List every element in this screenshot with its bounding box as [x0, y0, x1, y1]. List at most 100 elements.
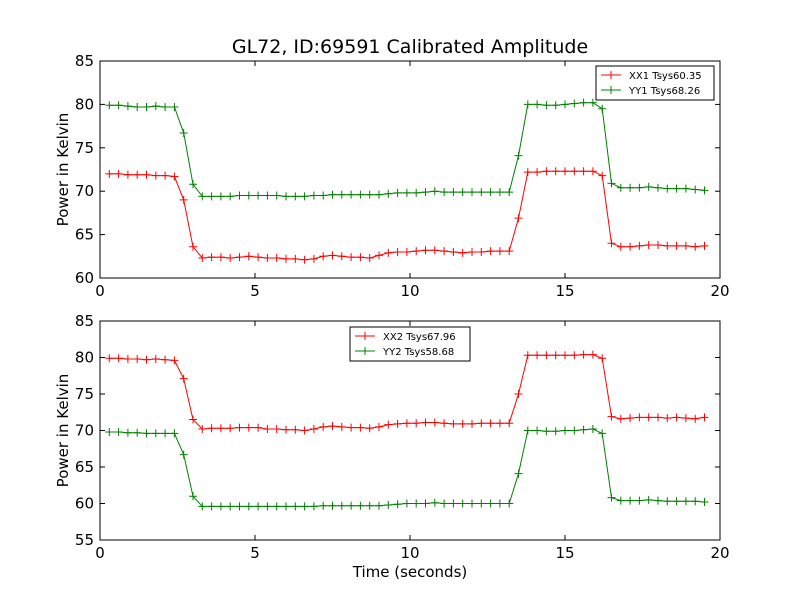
data-point — [551, 351, 560, 360]
data-point — [161, 429, 170, 438]
data-point — [561, 351, 569, 360]
data-point — [365, 190, 374, 199]
data-point — [235, 423, 244, 432]
data-point — [644, 182, 653, 191]
data-point — [142, 103, 151, 112]
data-point — [449, 188, 458, 197]
data-point — [356, 190, 365, 199]
y-tick-label: 60 — [75, 269, 94, 287]
data-point — [123, 428, 132, 437]
data-point — [626, 496, 635, 505]
legend-entry-label: XX1 Tsys60.35 — [629, 71, 702, 82]
data-point — [319, 422, 328, 431]
data-point — [216, 192, 225, 201]
data-point — [570, 99, 579, 108]
data-point — [542, 167, 551, 176]
data-point — [421, 188, 430, 197]
data-point — [114, 169, 123, 178]
data-point — [421, 418, 430, 427]
data-point — [495, 247, 504, 256]
data-point — [291, 192, 300, 201]
data-point — [514, 214, 523, 223]
data-point — [170, 103, 179, 112]
data-point — [309, 254, 318, 263]
data-point — [579, 350, 588, 359]
data-point — [254, 423, 263, 432]
data-point — [421, 246, 430, 255]
data-point — [505, 188, 514, 197]
data-point — [458, 419, 467, 428]
data-point — [412, 247, 421, 256]
data-point — [495, 419, 504, 428]
data-point — [393, 419, 402, 428]
data-point — [347, 501, 356, 510]
legend-swatch-marker — [607, 86, 615, 94]
data-point — [235, 191, 244, 200]
data-point — [328, 501, 337, 510]
data-point — [681, 497, 690, 506]
data-point — [700, 241, 709, 250]
data-point — [179, 374, 188, 383]
data-point — [272, 254, 281, 263]
data-point — [142, 170, 151, 179]
data-point — [486, 419, 495, 428]
y-tick-label: 70 — [75, 182, 94, 200]
data-point — [561, 426, 569, 435]
data-point — [151, 171, 160, 180]
data-point — [347, 190, 356, 199]
data-point — [477, 419, 486, 428]
data-point — [681, 184, 690, 193]
data-point — [114, 101, 123, 110]
data-point — [468, 247, 476, 256]
data-point — [244, 252, 253, 261]
data-point — [635, 241, 644, 250]
data-point — [272, 425, 281, 434]
legend-swatch-marker — [361, 332, 369, 340]
data-point — [337, 501, 346, 510]
data-point — [672, 241, 681, 250]
data-point — [412, 188, 421, 197]
x-tick-label: 0 — [95, 544, 105, 562]
data-point — [328, 251, 337, 260]
data-point — [216, 502, 225, 511]
data-point — [644, 495, 653, 504]
x-tick-label: 10 — [400, 282, 419, 300]
data-point — [672, 413, 681, 422]
data-point — [468, 188, 476, 197]
data-point — [161, 171, 170, 180]
data-point — [235, 253, 244, 262]
data-point — [486, 188, 495, 197]
data-point — [393, 500, 402, 509]
data-point — [291, 425, 300, 434]
data-point — [626, 414, 635, 423]
data-point — [691, 242, 700, 251]
data-point — [384, 189, 393, 198]
x-tick-label: 5 — [250, 282, 260, 300]
data-point — [114, 427, 123, 436]
data-point — [551, 427, 560, 436]
data-point — [402, 499, 411, 508]
data-point — [300, 192, 309, 201]
data-point — [244, 191, 253, 200]
data-point — [393, 247, 402, 256]
y-tick-label: 55 — [75, 531, 94, 549]
data-point — [672, 184, 681, 193]
data-point — [263, 191, 272, 200]
data-point — [337, 252, 346, 261]
figure-title: GL72, ID:69591 Calibrated Amplitude — [232, 36, 588, 58]
data-point — [319, 252, 328, 261]
data-point — [244, 502, 253, 511]
data-point — [375, 190, 383, 199]
data-point — [514, 469, 523, 478]
data-point — [133, 428, 142, 437]
data-point — [561, 167, 569, 176]
data-point — [198, 502, 207, 511]
data-point — [263, 254, 272, 263]
data-point — [337, 422, 346, 431]
data-point — [179, 129, 188, 138]
data-point — [579, 425, 588, 434]
data-point — [384, 420, 393, 429]
data-point — [616, 242, 625, 251]
data-point — [533, 100, 542, 109]
data-point — [105, 354, 114, 363]
